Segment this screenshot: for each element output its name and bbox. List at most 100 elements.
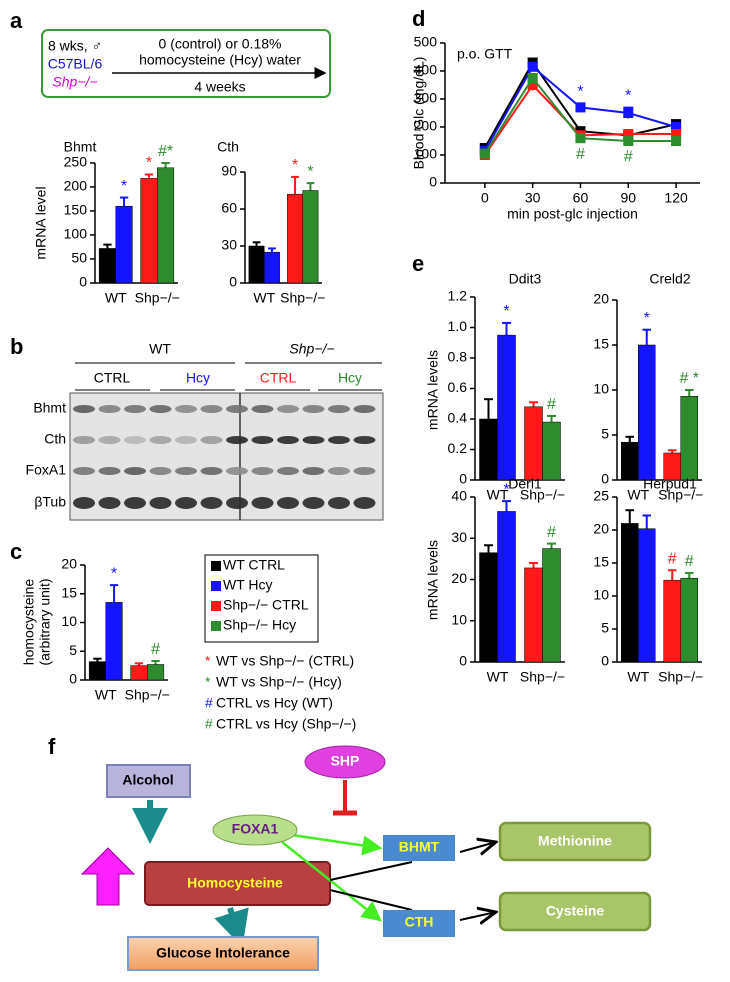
data-point	[527, 80, 538, 90]
bar	[157, 167, 175, 284]
blot-band	[175, 405, 197, 413]
blot-band	[277, 497, 299, 509]
blot-band	[149, 405, 172, 413]
cysteine-box	[498, 891, 652, 932]
blot-band	[226, 467, 248, 475]
y-tick-label: 250	[64, 154, 88, 170]
y-tick-label: 0	[69, 671, 77, 687]
bar	[542, 421, 561, 481]
node-label: Alcohol	[122, 772, 173, 788]
node-label: Homocysteine	[187, 875, 283, 891]
significance-marker: *	[121, 178, 127, 195]
x-group-label: WT	[95, 687, 117, 703]
foxa1-ellipse	[212, 814, 298, 846]
chart-title: Herpud1	[643, 476, 697, 492]
blot-band	[98, 405, 121, 413]
x-group-label: WT	[627, 669, 649, 685]
legend-symbol: *	[205, 674, 211, 690]
y-tick-label: 5	[69, 642, 77, 658]
y-tick-label: 30	[451, 529, 467, 545]
blot-band	[98, 436, 121, 444]
design-box	[41, 29, 331, 98]
blot-band	[73, 467, 95, 475]
bar	[140, 178, 158, 284]
x-group-label: Shp−/−	[520, 487, 565, 503]
panel-label: a	[10, 8, 23, 33]
blot-band	[200, 497, 223, 509]
data-point	[671, 122, 682, 132]
chart-title: Derl1	[508, 476, 542, 492]
bar	[248, 245, 265, 284]
blot-band	[302, 436, 325, 444]
blot-band	[226, 405, 248, 413]
blot-band	[200, 467, 223, 475]
y-tick-label: 0	[601, 653, 609, 669]
blot-lane: Hcy	[338, 370, 362, 386]
blot-band	[328, 405, 350, 413]
y-tick-label: 200	[414, 118, 438, 134]
y-axis-label: Blood Glc (mg/dL)	[411, 57, 427, 170]
x-tick-label: 30	[525, 190, 541, 206]
connector	[329, 889, 413, 911]
x-tick-label: 0	[481, 190, 489, 206]
blot-band	[149, 497, 172, 509]
bar	[147, 664, 165, 681]
significance-marker: #	[547, 524, 556, 541]
blot-frame	[69, 392, 384, 521]
node-label: Glucose Intolerance	[156, 945, 290, 961]
connector	[329, 861, 413, 881]
x-tick-label: 60	[573, 190, 589, 206]
y-tick-label: 0	[601, 471, 609, 487]
data-point	[623, 136, 634, 146]
blot-band	[175, 467, 197, 475]
x-group-label: Shp−/−	[520, 669, 565, 685]
bar	[524, 406, 543, 481]
bhmt-box	[383, 835, 455, 861]
y-tick-label: 20	[61, 556, 77, 572]
y-tick-label: 150	[64, 202, 88, 218]
legend-swatch	[211, 601, 221, 611]
bar	[524, 567, 543, 663]
bar	[621, 441, 639, 481]
bar	[638, 344, 656, 481]
blot-band	[98, 497, 121, 509]
x-axis-label: min post-glc injection	[507, 206, 638, 222]
blot-group: WT	[149, 341, 171, 357]
node-label: Methionine	[538, 833, 612, 849]
chart-title: Ddit3	[509, 271, 542, 287]
blot-band	[226, 436, 248, 444]
glucose-box	[127, 936, 319, 971]
methionine-box	[498, 821, 652, 862]
y-tick-label: 1.0	[448, 318, 468, 334]
data-point	[527, 73, 538, 83]
significance-marker: #	[624, 148, 633, 165]
x-group-label: Shp−/−	[658, 487, 703, 503]
y-tick-label: 10	[593, 381, 609, 397]
bar	[542, 548, 561, 663]
design-text: 8 wks, ♂	[48, 38, 102, 54]
design-text: C57BL/6	[48, 56, 103, 72]
y-tick-label: 90	[221, 163, 237, 179]
x-group-label: Shp−/−	[135, 290, 180, 306]
blot-band	[124, 405, 146, 413]
blot-band	[175, 436, 197, 444]
blot-band	[149, 436, 172, 444]
blot-row: βTub	[34, 494, 66, 510]
y-tick-label: 20	[593, 291, 609, 307]
y-tick-label: 0	[79, 274, 87, 290]
legend-text: WT vs Shp−/− (Hcy)	[216, 674, 342, 690]
chart-title: p.o. GTT	[457, 46, 513, 62]
data-point	[623, 129, 634, 139]
blot-band	[328, 497, 350, 509]
blot-band	[328, 436, 350, 444]
significance-marker: *	[146, 155, 152, 172]
significance-marker: #	[685, 553, 694, 570]
x-group-label: WT	[487, 669, 509, 685]
arrow	[281, 841, 382, 922]
y-tick-label: 0.2	[448, 440, 468, 456]
up-arrow	[80, 847, 136, 906]
legend-box	[204, 554, 319, 643]
blot-band	[124, 436, 146, 444]
y-tick-label: 30	[221, 237, 237, 253]
